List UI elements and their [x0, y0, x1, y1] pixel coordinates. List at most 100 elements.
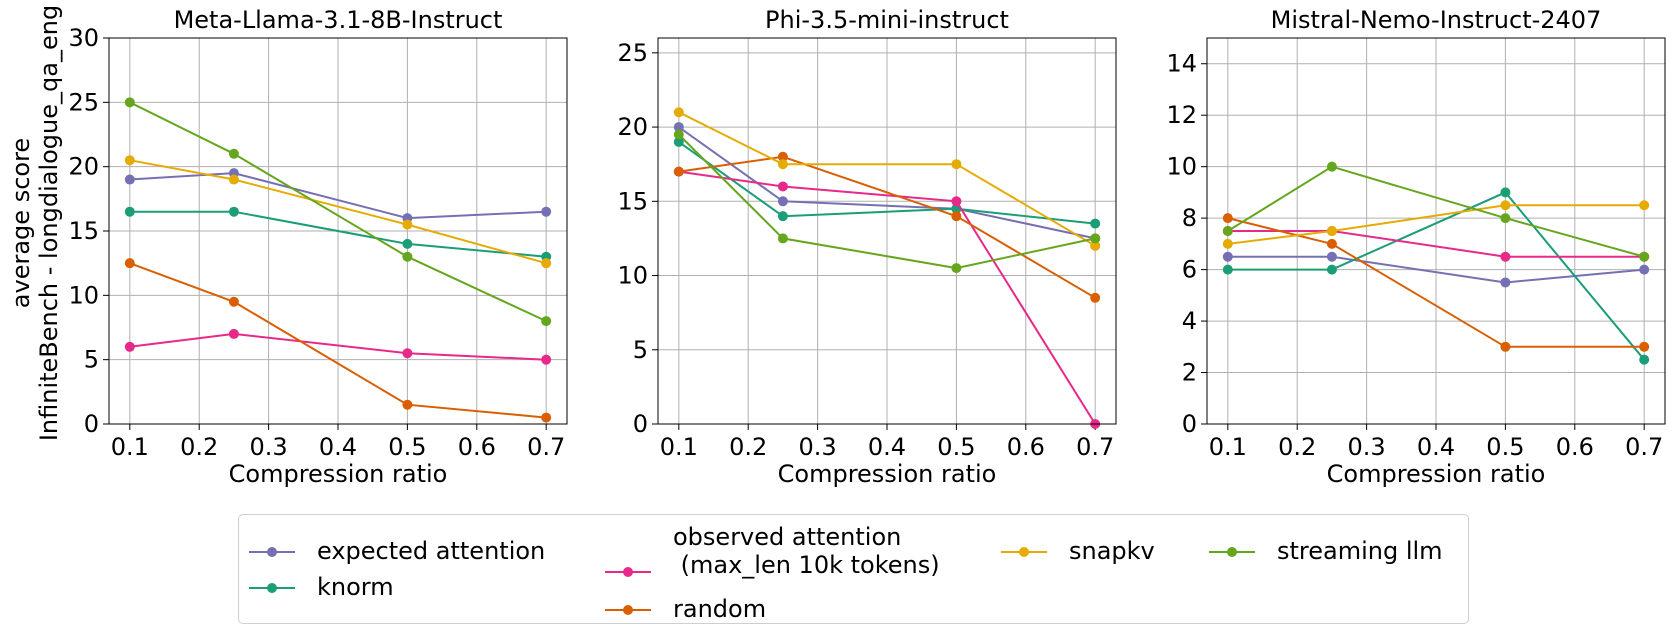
data-point	[1222, 213, 1233, 224]
x-tick-label: 0.1	[111, 433, 149, 461]
x-tick-label: 0.7	[1625, 433, 1663, 461]
data-point	[1639, 264, 1650, 275]
data-point	[124, 206, 135, 217]
data-point	[1326, 161, 1337, 172]
data-point	[228, 296, 239, 307]
data-point	[541, 354, 552, 365]
y-axis-label-line2: InfiniteBench - longdialogue_qa_eng	[35, 5, 63, 441]
series-line	[1227, 217, 1645, 348]
series-streaming-llm	[1222, 161, 1650, 262]
legend-label: expected attention	[317, 537, 546, 565]
legend-label: random	[673, 595, 767, 623]
data-point	[777, 181, 788, 192]
x-tick-label: 0.4	[1417, 433, 1455, 461]
data-point	[124, 258, 135, 269]
x-axis-label: Compression ratio	[229, 460, 448, 488]
y-tick-label: 6	[1182, 256, 1197, 284]
data-point	[1639, 251, 1650, 262]
data-point	[951, 159, 962, 170]
data-point	[673, 166, 684, 177]
series-random	[673, 151, 1101, 303]
y-tick-label: 15	[68, 217, 99, 245]
y-tick-label: 25	[68, 88, 99, 116]
series-line	[129, 101, 547, 323]
x-tick-label: 0.5	[388, 433, 426, 461]
y-tick-label: 4	[1182, 307, 1197, 335]
data-point	[673, 129, 684, 140]
x-tick-label: 0.7	[1076, 433, 1114, 461]
panel-2: 0.1 0.2 0.3 0.4 0.5 0.6 0.7 0 5 10 15 20 25 Phi-3.5-m…	[617, 6, 1117, 488]
panel-3: 0.1 0.2 0.3 0.4 0.5 0.6 0.7 0 2 4 6 8 10 12 14 Mistral-…	[1166, 6, 1666, 488]
data-point	[1500, 200, 1511, 211]
data-point	[228, 328, 239, 339]
legend-swatch	[1001, 547, 1047, 557]
data-point	[1222, 251, 1233, 262]
legend-swatch	[605, 567, 651, 577]
legend-label: snapkv	[1069, 537, 1155, 565]
x-tick-label: 0.2	[729, 433, 767, 461]
data-point	[777, 151, 788, 162]
data-point	[777, 211, 788, 222]
data-point	[777, 196, 788, 207]
series-line	[678, 133, 1096, 270]
series-line	[678, 170, 1097, 425]
x-tick-label: 0.4	[868, 433, 906, 461]
data-point	[1326, 238, 1337, 249]
series-random	[124, 258, 552, 423]
y-tick-label: 0	[633, 410, 648, 438]
data-point	[1222, 238, 1233, 249]
series-streaming-llm	[124, 97, 552, 327]
y-tick-label: 12	[1166, 101, 1197, 129]
data-point	[228, 174, 239, 185]
data-point	[402, 219, 413, 230]
legend-swatch	[249, 583, 295, 593]
x-axis-label: Compression ratio	[1327, 460, 1546, 488]
y-tick-label: 5	[84, 346, 99, 374]
data-point	[1326, 264, 1337, 275]
data-point	[1500, 277, 1511, 288]
data-point	[402, 251, 413, 262]
data-point	[1090, 292, 1101, 303]
series-line	[129, 332, 547, 361]
x-tick-label: 0.2	[1278, 433, 1316, 461]
data-point	[1500, 251, 1511, 262]
series-random	[1222, 213, 1650, 352]
axes-frame	[108, 37, 568, 425]
data-point	[1090, 218, 1101, 229]
data-point	[1090, 240, 1101, 251]
data-point	[402, 238, 413, 249]
y-axis-label: average score	[7, 138, 35, 308]
data-point	[124, 155, 135, 166]
data-point	[541, 206, 552, 217]
data-point	[228, 148, 239, 159]
legend-swatch	[605, 605, 651, 615]
series-snapkv	[1222, 200, 1650, 249]
series-knorm	[124, 206, 552, 262]
data-point	[951, 211, 962, 222]
x-tick-label: 0.4	[319, 433, 357, 461]
data-point	[1639, 200, 1650, 211]
data-point	[541, 258, 552, 269]
data-point	[1500, 187, 1511, 198]
x-tick-label: 0.2	[180, 433, 218, 461]
data-point	[541, 316, 552, 327]
data-point	[777, 159, 788, 170]
panel-title: Meta-Llama-3.1-8B-Instruct	[174, 6, 503, 34]
y-tick-label: 10	[617, 262, 648, 290]
legend: expected attention knorm observed attentio…	[238, 514, 1469, 624]
series-snapkv	[673, 107, 1101, 251]
series-line	[1227, 165, 1645, 258]
y-tick-label: 14	[1166, 50, 1197, 78]
data-point	[1222, 264, 1233, 275]
y-tick-label: 30	[68, 24, 99, 52]
data-point	[541, 412, 552, 423]
x-axis-label: Compression ratio	[778, 460, 997, 488]
y-tick-label: 15	[617, 187, 648, 215]
data-point	[951, 263, 962, 274]
x-tick-label: 0.3	[799, 433, 837, 461]
series-snapkv	[124, 155, 552, 269]
data-point	[951, 196, 962, 207]
data-point	[673, 122, 684, 133]
data-point	[1639, 341, 1650, 352]
data-point	[124, 174, 135, 185]
